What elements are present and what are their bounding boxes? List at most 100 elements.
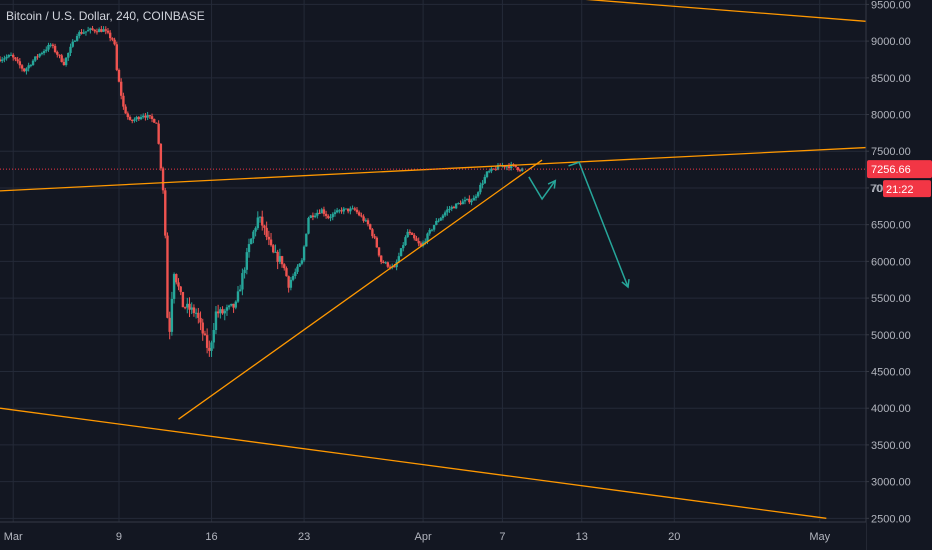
candle-body: [122, 95, 125, 107]
candle-body: [148, 115, 152, 117]
candle-body: [274, 251, 277, 253]
candle-body: [344, 208, 348, 210]
candle-body: [0, 59, 2, 62]
time-tick-label: 20: [668, 531, 680, 543]
candle-body: [298, 263, 301, 267]
price-axis[interactable]: 9500.009000.008500.008000.007500.007000.…: [865, 0, 932, 550]
candle-body: [192, 307, 196, 313]
price-tick-label: 3000.00: [871, 477, 911, 489]
candle-body: [296, 266, 299, 272]
candle-body: [133, 119, 136, 121]
candle-body: [324, 213, 328, 216]
candle-body: [34, 56, 37, 61]
candle-body: [155, 122, 158, 124]
time-tick-label: 7: [499, 531, 505, 543]
projection-arrowhead: [621, 279, 630, 289]
candle-body: [366, 220, 370, 225]
candle-body: [71, 41, 74, 47]
candle-body: [78, 32, 81, 36]
candle-body: [327, 215, 330, 219]
candle-body: [413, 234, 416, 239]
candle-body: [463, 199, 467, 202]
candle-body: [25, 68, 28, 72]
candle-body: [23, 68, 26, 72]
grid: [0, 0, 866, 522]
candle-body: [183, 307, 187, 309]
candle-body: [241, 273, 244, 290]
candle-body: [75, 35, 79, 41]
candle-body: [457, 203, 460, 205]
candle-body: [419, 243, 423, 246]
candle-body: [329, 217, 332, 219]
candle-body: [375, 237, 379, 248]
candle-body: [404, 237, 407, 246]
candle-body: [452, 206, 456, 209]
candle-body: [146, 115, 149, 118]
trendline: [0, 407, 827, 519]
candle-body: [357, 212, 361, 216]
candle-body: [399, 248, 403, 257]
candle-body: [340, 210, 343, 212]
candle-body: [355, 209, 359, 213]
candle-body: [335, 210, 339, 213]
projection-path: [568, 161, 629, 288]
candle-body: [276, 251, 279, 262]
candle-body: [415, 238, 418, 241]
candle-body: [111, 38, 114, 40]
projection-arrows[interactable]: [528, 161, 630, 289]
candle-body: [97, 29, 101, 33]
candle-body: [362, 216, 365, 221]
time-axis[interactable]: Mar 9 16 23 Apr 7 13 20 May: [0, 521, 866, 550]
price-axis-background: [866, 0, 932, 550]
candle-body: [142, 115, 145, 118]
candle-body: [510, 164, 513, 169]
candles[interactable]: [0, 25, 524, 357]
candle-body: [417, 240, 420, 244]
candle-body: [139, 117, 143, 120]
candle-body: [86, 30, 90, 32]
candle-body: [351, 208, 354, 210]
candle-body: [503, 165, 506, 168]
candle-body: [377, 247, 381, 256]
candle-body: [29, 65, 33, 67]
candle-body: [128, 116, 132, 120]
candle-body: [258, 216, 262, 218]
candle-body: [89, 28, 92, 31]
candle-body: [62, 61, 66, 65]
candle-body: [291, 276, 295, 280]
candle-body: [227, 305, 231, 308]
candle-body: [126, 113, 130, 117]
candle-body: [232, 303, 235, 308]
candle-body: [102, 29, 105, 32]
candle-body: [521, 168, 524, 171]
candle-body: [69, 46, 72, 53]
candle-body: [487, 171, 491, 173]
candle-body: [119, 81, 123, 96]
candle-body: [333, 212, 337, 215]
candle-body: [243, 269, 246, 274]
candle-body: [12, 54, 15, 58]
candle-body: [287, 276, 290, 288]
candle-body: [263, 225, 266, 228]
candle-body: [368, 224, 372, 230]
candle-body: [16, 59, 19, 62]
candle-body: [285, 268, 288, 277]
candle-body: [514, 164, 517, 168]
candle-body: [3, 58, 6, 60]
candle-body: [459, 203, 462, 205]
candle-body: [60, 55, 63, 62]
trendlines[interactable]: [0, 0, 867, 519]
candle-body: [199, 317, 202, 323]
candle-body: [479, 184, 482, 193]
candle-body: [188, 303, 191, 310]
current-price-badge: [867, 160, 932, 179]
candle-body: [115, 44, 118, 70]
candle-body: [437, 220, 440, 222]
candle-body: [5, 56, 8, 59]
candle-body: [31, 60, 35, 66]
candle-body: [432, 224, 436, 230]
candle-body: [283, 264, 286, 269]
candle-body: [38, 53, 41, 57]
